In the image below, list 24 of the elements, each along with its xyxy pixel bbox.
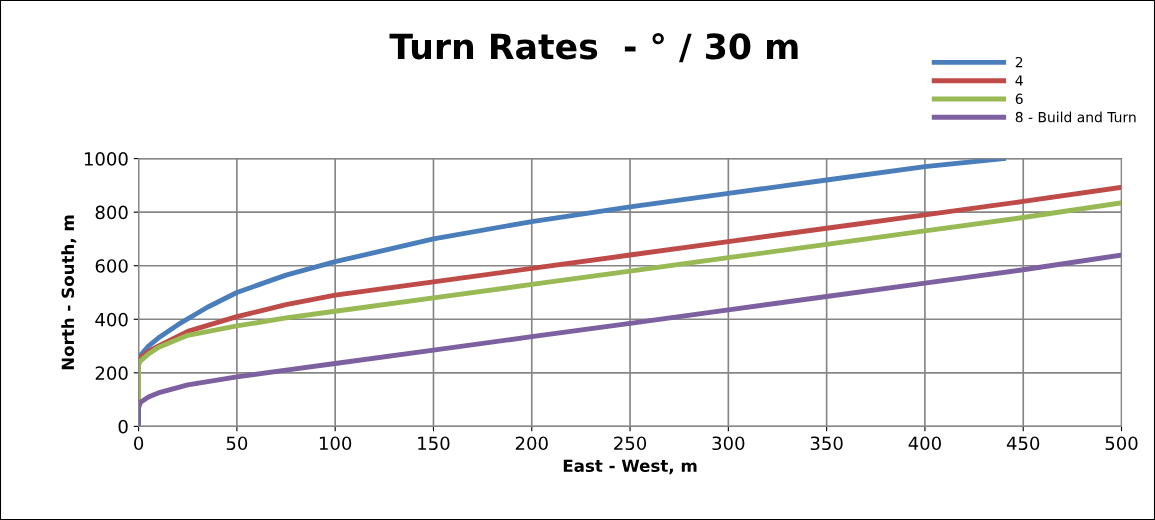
x-tick-label: 200 [515, 436, 548, 451]
y-tick-label: 400 [95, 312, 128, 327]
x-tick-label: 350 [810, 436, 843, 451]
x-tick-label: 0 [134, 436, 144, 451]
x-tick-label: 100 [319, 436, 352, 451]
legend-label: 8 - Build and Turn [1015, 111, 1136, 123]
y-axis-title: North - South, m [61, 215, 77, 370]
legend-label: 2 [1015, 56, 1023, 68]
legend-label: 6 [1015, 93, 1023, 105]
x-tick-label: 450 [1006, 436, 1040, 451]
x-tick-label: 400 [908, 436, 941, 451]
x-tick-label: 50 [226, 436, 248, 451]
x-tick-label: 250 [614, 436, 647, 451]
x-axis-title: East - West, m [563, 459, 697, 475]
y-tick-label: 0 [118, 419, 128, 434]
y-tick-label: 200 [95, 366, 128, 380]
y-tick-label: 1000 [84, 152, 128, 166]
x-tick-label: 300 [712, 436, 745, 451]
chart-title: Turn Rates - ° / 30 m [389, 32, 798, 63]
legend-label: 4 [1015, 75, 1023, 86]
y-tick-label: 800 [95, 205, 128, 220]
x-tick-label: 150 [418, 436, 450, 451]
y-tick-label: 600 [95, 259, 128, 273]
x-tick-label: 500 [1105, 436, 1138, 451]
